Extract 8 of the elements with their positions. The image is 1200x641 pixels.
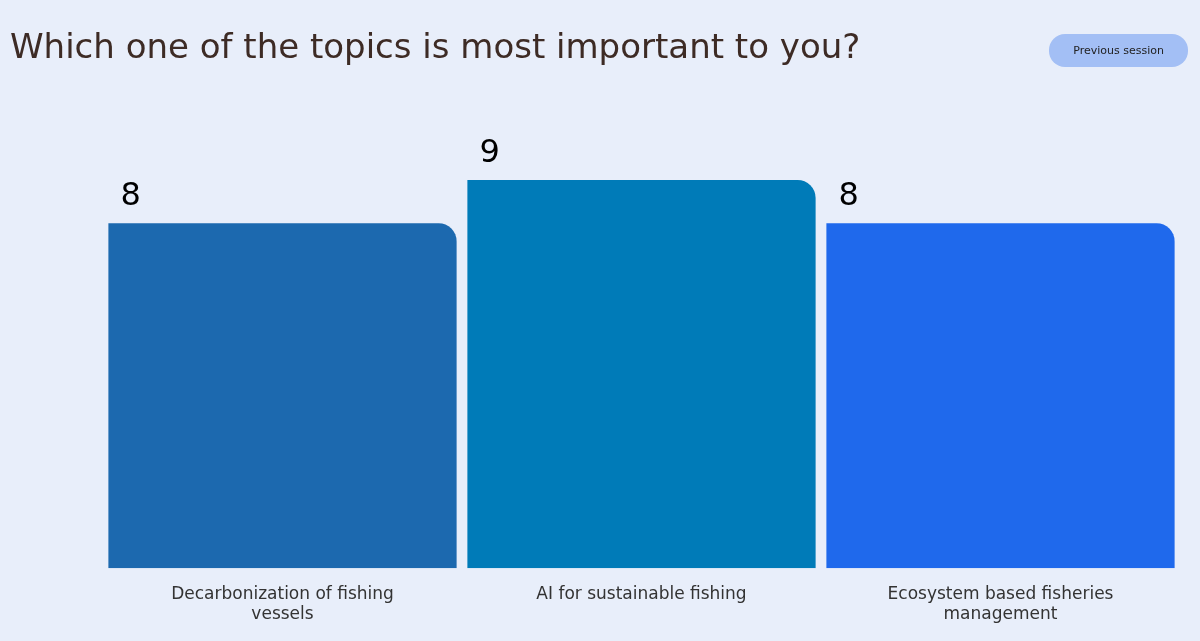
data-label: 8 [838,175,859,214]
data-label: 9 [479,132,500,171]
chart-title: Which one of the topics is most important to you? [10,26,861,66]
x-tick-label: Decarbonization of fishing vessels [171,582,394,624]
x-tick-label: Ecosystem based fisheries management [887,582,1114,624]
data-label: 8 [120,175,141,214]
x-tick-label: AI for sustainable fishing [536,582,747,603]
previous-session-button[interactable]: Previous session [1049,34,1188,67]
